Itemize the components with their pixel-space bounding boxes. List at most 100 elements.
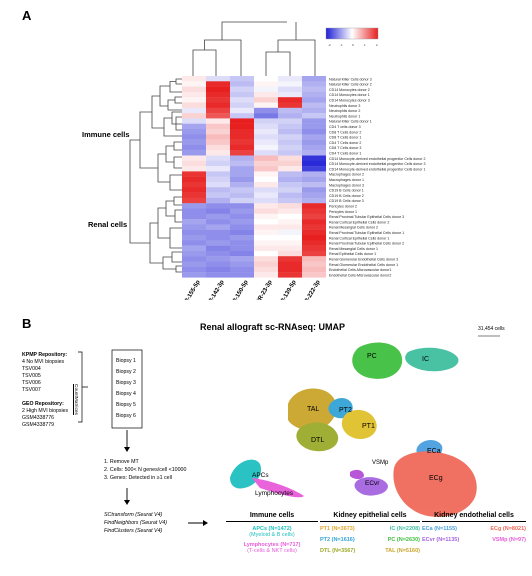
heatmap-cell (230, 150, 254, 156)
heatmap-cell (230, 139, 254, 146)
heatmap-cell (278, 166, 302, 172)
heatmap-cell (278, 76, 302, 82)
heatmap-row-label: Natural Killer Cells donor 2 (329, 83, 372, 87)
heatmap-row-label: Neutrophils donor 3 (329, 104, 360, 108)
heatmap-cell (206, 81, 230, 87)
heatmap-cell (230, 208, 254, 214)
heatmap-cell (302, 256, 326, 262)
heatmap-cell (254, 171, 278, 177)
heatmap-cell (182, 144, 206, 151)
heatmap-cell (278, 229, 302, 236)
heatmap-cell (302, 187, 326, 193)
heatmap-cell (302, 208, 326, 214)
heatmap-cell (182, 176, 206, 183)
heatmap-cell (278, 123, 302, 130)
heatmap-col-label: miR-139-5p (276, 279, 298, 300)
heatmap-cell (254, 219, 278, 225)
heatmap-cell (206, 192, 230, 199)
heatmap-cell (278, 266, 302, 273)
heatmap-cell (182, 203, 206, 209)
heatmap-cell (230, 192, 254, 199)
group-label-immune: Immune cells (82, 130, 130, 139)
heatmap-cell (230, 129, 254, 135)
heatmap-cell (182, 139, 206, 146)
cluster-label-pt1: PT1 (362, 423, 375, 430)
heatmap-cell (254, 102, 278, 108)
heatmap-cell (206, 224, 230, 230)
heatmap-cell (182, 76, 206, 82)
heatmap-row-label: CD14 Monocyte-derived endothelial progen… (329, 167, 426, 171)
heatmap-cell (302, 219, 326, 225)
heatmap-cell (302, 129, 326, 135)
heatmap-cell (254, 213, 278, 220)
heatmap-cell (182, 192, 206, 199)
heatmap-row-label: Renal Epithelial Cells donor 1 (329, 252, 376, 256)
umap-cluster-tal (288, 388, 337, 431)
heatmap-col-label: miR-150-5p (228, 279, 250, 300)
heatmap-cell (206, 97, 230, 103)
heatmap-cell (302, 86, 326, 93)
heatmap-row-label: Macrophages donor 1 (329, 178, 364, 182)
umap-plot (230, 335, 500, 517)
seurat-step: SCtransform (Seurat V4) (104, 512, 163, 518)
heatmap-col-label: miR-142-3p (204, 279, 226, 300)
heatmap-cell (254, 129, 278, 135)
heatmap-cell (182, 102, 206, 108)
repository-bracket (78, 351, 88, 423)
cluster-label-dtl: DTL (311, 437, 325, 444)
heatmap-cell (230, 203, 254, 209)
heatmap-cell (278, 261, 302, 267)
heatmap-cell (206, 208, 230, 214)
legend-item-pt2: PT2 (N=1616) (320, 537, 355, 543)
heatmap-cell (302, 134, 326, 140)
heatmap-cell (302, 81, 326, 87)
heatmap-cell (206, 250, 230, 257)
heatmap-cell (278, 155, 302, 161)
legend-title: Immune cells (226, 512, 318, 522)
heatmap-cell (230, 155, 254, 161)
heatmap-cell (182, 219, 206, 225)
heatmap-row-label: CD14 Monocytes donor 2 (329, 88, 370, 92)
heatmap-cell (278, 240, 302, 246)
heatmap-cell (230, 160, 254, 167)
seurat-step: FindClusters (Seurat V4) (104, 528, 163, 534)
heatmap-row-label: CD19 B Cells donor 1 (329, 189, 364, 193)
column-dendrogram (192, 21, 316, 76)
heatmap-cell (254, 182, 278, 188)
heatmap-cell (230, 171, 254, 177)
heatmap-cell (278, 182, 302, 188)
heatmap-cell (302, 250, 326, 257)
umap-cluster-lymphocytes (252, 478, 304, 498)
heatmap-cell (278, 203, 302, 209)
panel-b-label: B (22, 316, 32, 331)
heatmap-cell (230, 182, 254, 188)
heatmap-cell (278, 245, 302, 252)
biopsy-item: Biopsy 2 (116, 369, 136, 375)
heatmap-cell (182, 160, 206, 167)
heatmap-cell (302, 261, 326, 267)
heatmap-cell (182, 91, 206, 98)
heatmap-cell (230, 197, 254, 204)
heatmap-cell (230, 81, 254, 87)
heatmap-cell (254, 160, 278, 167)
heatmap-cell (254, 144, 278, 151)
heatmap-cell (230, 118, 254, 124)
heatmap-cell (254, 76, 278, 82)
heatmap-cell (182, 261, 206, 267)
legend-epithelial: Kidney epithelial cells PT1 (N=3673) IC … (320, 512, 420, 554)
cluster-label-pc: PC (367, 353, 377, 360)
heatmap-col-labels: miR-155-5p miR-142-3p miR-150-5p miR-23-3p m… (180, 279, 322, 300)
biopsy-item: Biopsy 5 (116, 402, 136, 408)
cell-count-label: 31,454 cells (478, 326, 505, 332)
heatmap-cell (302, 76, 326, 82)
heatmap-cell (254, 91, 278, 98)
heatmap-row-label: CD14 Monocytes donor 3 (329, 99, 370, 103)
heatmap-cell (206, 102, 230, 108)
heatmap-cell (230, 266, 254, 273)
heatmap-cell (206, 123, 230, 130)
heatmap-cell (206, 272, 230, 278)
legend-immune: Immune cells APCs (N=1472) (Myeloid & B … (226, 512, 318, 554)
heatmap-row-label: Renal Mesangial Cells donor 1 (329, 247, 378, 251)
heatmap-cell (278, 219, 302, 225)
cluster-label-lymphocytes: Lymphocytes (255, 490, 294, 497)
